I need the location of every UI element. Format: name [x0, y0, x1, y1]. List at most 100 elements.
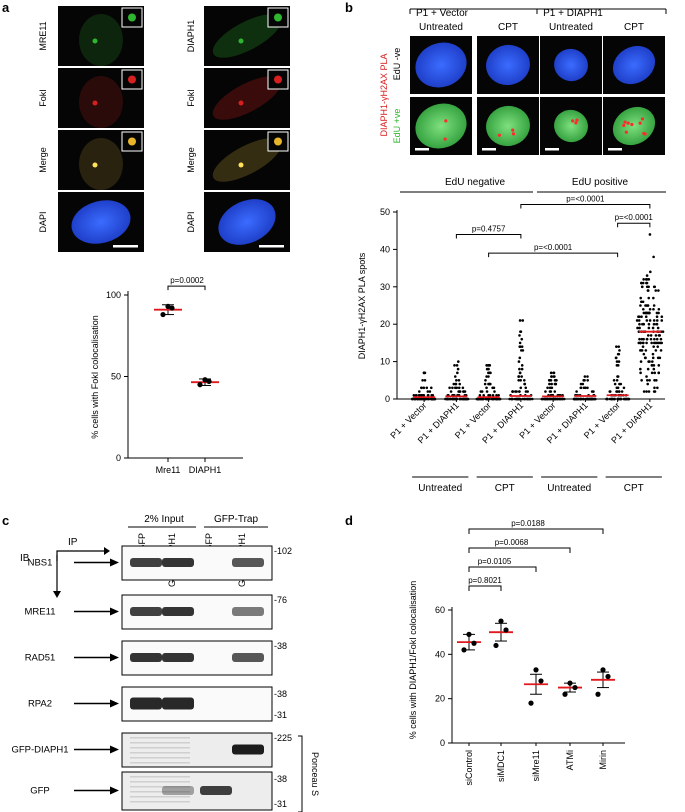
data-point [455, 397, 458, 401]
pla-spot [638, 121, 642, 125]
data-point [655, 315, 659, 319]
data-point [649, 270, 652, 274]
data-point [425, 386, 429, 390]
protein-band [200, 786, 232, 795]
data-point [461, 647, 467, 653]
data-point [648, 379, 651, 382]
data-point [647, 296, 651, 300]
data-point [427, 397, 430, 401]
p-value: p=<0.0001 [534, 243, 573, 252]
data-point [655, 319, 659, 322]
mw-marker: -31 [274, 799, 287, 809]
band-arrowhead [110, 558, 119, 567]
mw-marker: -31 [274, 710, 287, 720]
data-point [486, 364, 490, 367]
data-point [647, 322, 651, 326]
data-point [567, 680, 573, 686]
ponceau-smear [130, 796, 190, 798]
protein-band [130, 558, 162, 567]
lane-group-header: 2% Input [144, 514, 184, 525]
data-point [415, 397, 419, 401]
data-point [581, 382, 585, 386]
protein-band [130, 697, 162, 710]
data-point [519, 330, 523, 333]
protein-band [162, 558, 194, 567]
data-point [517, 397, 521, 401]
data-point [546, 386, 549, 390]
data-point [544, 397, 547, 401]
data-point [546, 397, 549, 401]
data-point [646, 304, 650, 307]
edu-positive-nucleus [415, 103, 467, 149]
data-point [644, 356, 647, 360]
y-tick-label: 50 [380, 207, 390, 217]
data-point [457, 360, 460, 363]
data-point [411, 397, 414, 401]
data-point [479, 390, 483, 393]
data-point [640, 300, 643, 304]
data-point [645, 337, 649, 341]
pla-spot [626, 121, 630, 125]
data-point [581, 397, 585, 401]
data-point [503, 627, 509, 633]
data-point [653, 390, 657, 393]
data-point [614, 356, 618, 360]
pla-spot [511, 132, 516, 136]
data-point [647, 390, 651, 393]
edu-positive-nucleus [554, 109, 588, 143]
data-point [412, 393, 416, 397]
y-axis-label: % cells with FokI colocalisation [90, 315, 100, 439]
ponceau-smear [130, 747, 190, 749]
group-header: P1 + DIAPH1 [543, 8, 603, 19]
protein-band [232, 744, 264, 755]
data-point [645, 274, 649, 277]
y-tick-label: 100 [106, 290, 121, 300]
inset-spot [274, 137, 282, 146]
data-point [622, 386, 626, 390]
panel-b-micrographs: P1 + Vector P1 + DIAPH1 Untreated CPT Untrea… [379, 8, 667, 155]
data-point [651, 356, 655, 360]
data-point [520, 364, 524, 367]
data-point [623, 397, 626, 401]
data-point [641, 281, 645, 285]
data-point [553, 397, 557, 401]
data-point [475, 397, 479, 401]
data-point [652, 319, 656, 322]
data-point [660, 319, 664, 322]
band-arrowhead [110, 786, 119, 795]
treatment-label: Untreated [418, 483, 462, 494]
data-point [498, 618, 504, 624]
row-label: Merge [38, 147, 48, 173]
scale-bar [113, 245, 138, 248]
row-label: EdU -ve [392, 48, 402, 81]
data-point [422, 397, 425, 401]
data-point [518, 341, 522, 345]
data-point [635, 319, 639, 322]
data-point [423, 379, 427, 382]
data-point [656, 356, 660, 360]
data-point [547, 379, 551, 382]
pla-spot [622, 123, 626, 127]
data-point [641, 307, 645, 311]
data-point [639, 281, 643, 285]
data-point [518, 367, 521, 371]
data-point [485, 367, 489, 371]
data-point [491, 393, 495, 397]
data-point [650, 371, 654, 375]
scale-bar [415, 148, 429, 151]
data-point [461, 386, 465, 390]
data-point [485, 390, 489, 393]
data-point [640, 337, 644, 341]
significance-bracket [488, 252, 619, 258]
data-point [556, 397, 559, 401]
data-point [454, 382, 457, 386]
focus-spot [92, 38, 98, 44]
pla-spot [624, 130, 628, 134]
data-point [497, 393, 500, 397]
data-point [645, 281, 649, 285]
p-value: p=0.8021 [468, 576, 502, 585]
ponceau-smear [130, 742, 190, 744]
data-point [492, 386, 496, 390]
y-tick-label: 60 [435, 605, 445, 615]
